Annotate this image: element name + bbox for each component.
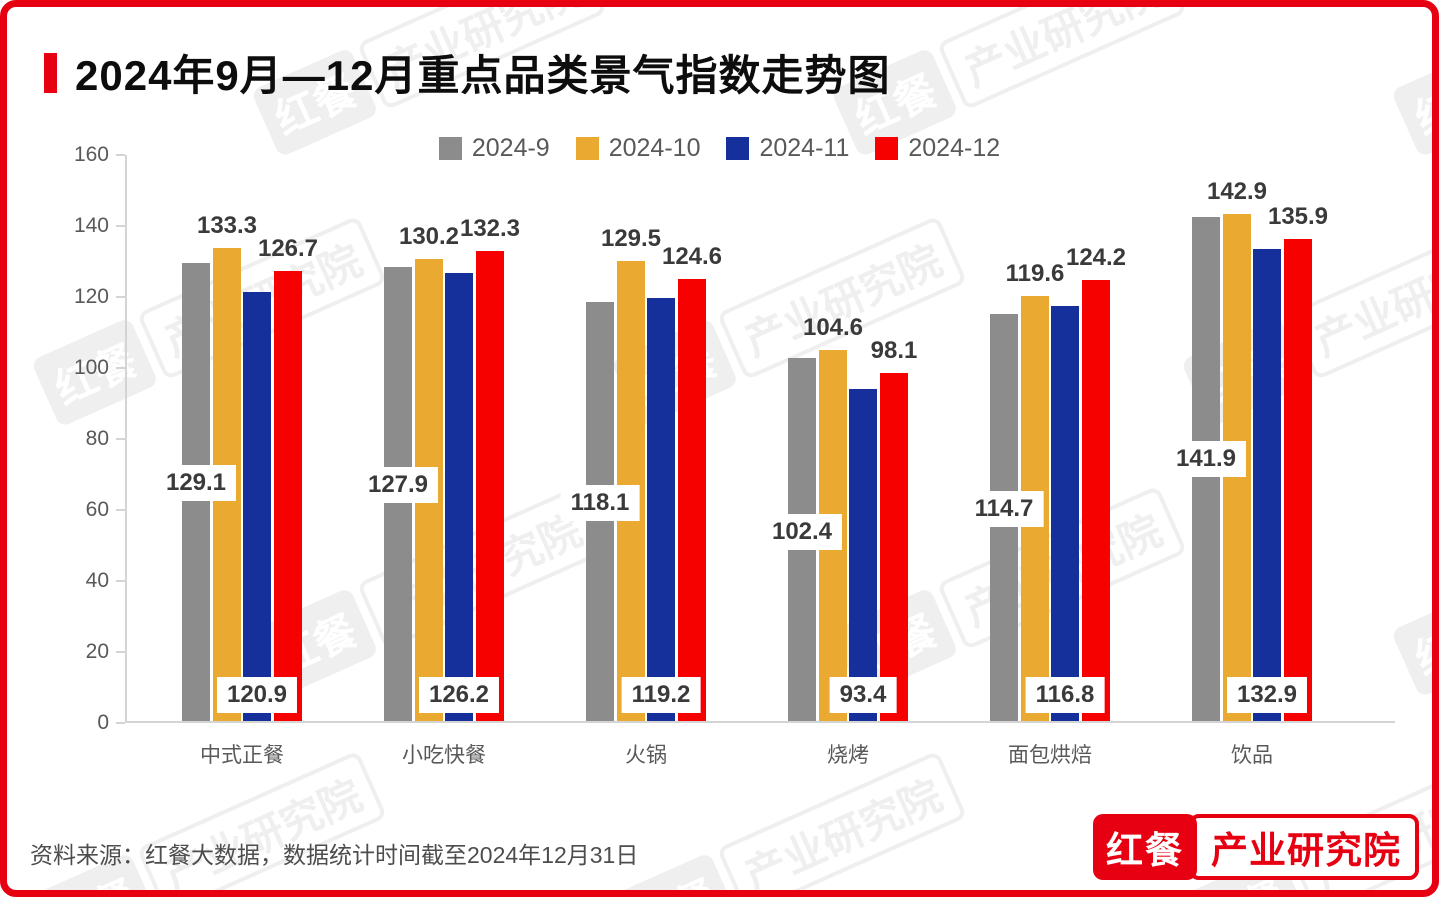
y-axis-tick — [116, 438, 125, 440]
bar-2024-12 — [678, 278, 706, 721]
bar-value-label-boxed: 93.4 — [829, 677, 897, 713]
y-axis-tick — [116, 509, 125, 511]
bar-2024-11 — [849, 389, 877, 721]
x-axis-label: 中式正餐 — [200, 744, 284, 767]
y-axis-tick — [116, 651, 125, 653]
legend-label: 2024-9 — [471, 134, 550, 162]
y-axis-tick-label: 0 — [97, 711, 109, 734]
bar-group-4: 102.4 104.6 93.4 98.1 — [761, 153, 917, 721]
y-axis-tick-label: 80 — [85, 427, 109, 450]
y-axis-tick-label: 20 — [85, 640, 109, 663]
bar-2024-12 — [274, 271, 302, 721]
y-axis-tick-label: 60 — [85, 498, 109, 521]
legend-item-2024-9: 2024-9 — [438, 134, 550, 163]
bar-value-label: 142.9 — [1206, 178, 1268, 205]
legend-swatch-icon — [726, 137, 750, 160]
bar-2024-12 — [880, 372, 908, 721]
bar-2024-11 — [445, 273, 473, 721]
legend-item-2024-12: 2024-12 — [875, 134, 1000, 163]
bar-value-label-boxed: 141.9 — [1165, 441, 1247, 477]
bar-2024-12 — [1082, 280, 1110, 721]
legend-item-2024-10: 2024-10 — [575, 134, 701, 163]
x-axis-label: 烧烤 — [827, 744, 869, 767]
title-accent-bar — [44, 52, 57, 93]
y-axis-tick — [116, 225, 125, 227]
bar-2024-11 — [647, 297, 675, 721]
x-axis-label: 饮品 — [1231, 744, 1273, 767]
bar-2024-12 — [476, 251, 504, 721]
watermark-brand-mark: 红餐 — [1390, 587, 1439, 698]
watermark-division-mark: 产业研究院 — [936, 0, 1188, 111]
legend-swatch-icon — [438, 137, 462, 160]
bar-value-label-boxed: 119.2 — [621, 677, 701, 713]
brand-logo-division: 产业研究院 — [1189, 814, 1419, 880]
x-axis-label: 小吃快餐 — [402, 744, 486, 767]
bar-value-label-boxed: 118.1 — [560, 485, 640, 521]
y-axis-tick-label: 100 — [73, 356, 109, 379]
bar-2024-11 — [1253, 249, 1281, 721]
bar-group-1: 129.1 133.3 120.9 126.7 — [155, 153, 318, 721]
bar-group-2: 127.9 130.2 126.2 132.3 — [357, 153, 520, 721]
legend-swatch-icon — [875, 137, 899, 160]
bar-value-label-boxed: 132.9 — [1226, 677, 1308, 713]
legend-label: 2024-12 — [908, 134, 1001, 162]
data-source-note: 资料来源：红餐大数据，数据统计时间截至2024年12月31日 — [30, 842, 639, 868]
bar-group-5: 114.7 119.6 116.8 124.2 — [964, 153, 1126, 721]
legend-label: 2024-11 — [759, 134, 850, 162]
bar-value-label: 135.9 — [1267, 203, 1329, 230]
bar-value-label-boxed: 127.9 — [357, 467, 439, 503]
y-axis-tick — [116, 722, 125, 724]
y-axis-tick — [116, 296, 125, 298]
x-axis-label: 火锅 — [625, 744, 667, 767]
bar-value-label-boxed: 102.4 — [761, 514, 843, 550]
brand-logo: 红餐 产业研究院 — [1093, 814, 1419, 880]
x-axis-label: 面包烘焙 — [1008, 744, 1092, 767]
chart-legend: 2024-9 2024-10 2024-11 2024-12 — [0, 134, 1439, 163]
bar-value-label: 98.1 — [870, 337, 918, 364]
bar-value-label: 132.3 — [459, 215, 521, 242]
y-axis-tick-label: 120 — [73, 285, 109, 308]
watermark-division-mark: 产业研究院 — [716, 750, 968, 897]
bar-group-6: 141.9 142.9 132.9 135.9 — [1165, 153, 1328, 721]
legend-item-2024-11: 2024-11 — [726, 134, 849, 163]
bar-value-label: 126.7 — [257, 235, 319, 262]
bar-group-3: 118.1 129.5 119.2 124.6 — [560, 153, 722, 721]
y-axis-tick — [116, 367, 125, 369]
watermark-division-mark: 产业研究院 — [136, 750, 388, 897]
bar-value-label-boxed: 116.8 — [1025, 677, 1105, 713]
bar-value-label: 119.6 — [1005, 260, 1065, 287]
y-axis-tick-label: 160 — [73, 143, 109, 166]
page-title: 2024年9月—12月重点品类景气指数走势图 — [75, 52, 891, 99]
legend-label: 2024-10 — [608, 134, 701, 162]
bar-2024-11 — [1051, 306, 1079, 721]
y-axis-tick — [116, 580, 125, 582]
bar-value-label: 124.2 — [1065, 244, 1127, 271]
bar-value-label-boxed: 129.1 — [155, 465, 237, 501]
title-block: 2024年9月—12月重点品类景气指数走势图 — [44, 42, 891, 103]
bar-value-label: 130.2 — [398, 223, 460, 250]
bar-value-label: 133.3 — [196, 212, 258, 239]
bar-value-label-boxed: 120.9 — [216, 677, 298, 713]
bar-value-label: 129.5 — [600, 225, 662, 252]
legend-swatch-icon — [575, 137, 599, 160]
y-axis-tick-label: 40 — [85, 569, 109, 592]
bar-value-label-boxed: 126.2 — [418, 677, 500, 713]
bar-value-label-boxed: 114.7 — [964, 491, 1044, 527]
y-axis-tick — [116, 154, 125, 156]
y-axis-tick-label: 140 — [73, 214, 109, 237]
bar-2024-11 — [243, 291, 271, 721]
bar-value-label: 124.6 — [661, 243, 723, 270]
bar-2024-12 — [1284, 238, 1312, 721]
bar-value-label: 104.6 — [802, 314, 864, 341]
bar-chart-plot-area: 0 20 40 60 80 100 120 140 160 129.1 133.3 120.9 126.… — [74, 143, 1395, 767]
brand-logo-mark: 红餐 — [1093, 814, 1197, 880]
